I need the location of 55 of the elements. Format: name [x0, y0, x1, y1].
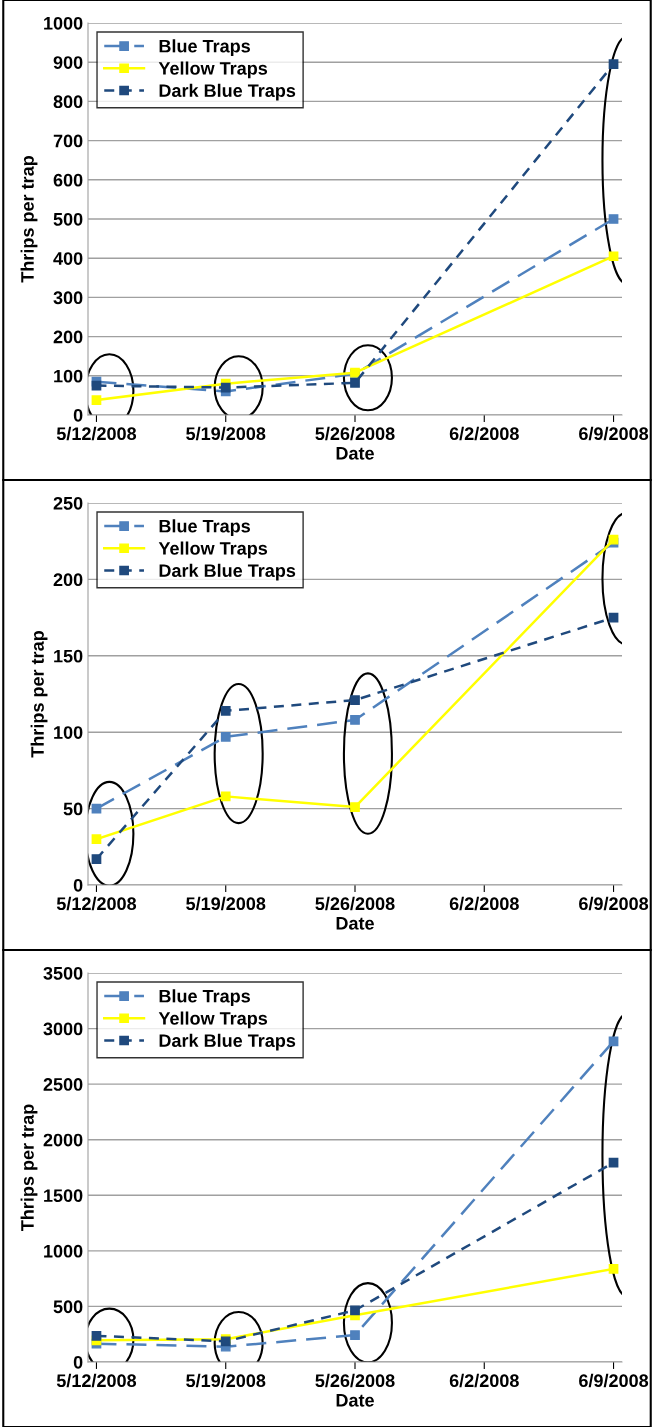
y-tick-label: 2000 — [43, 1133, 83, 1147]
x-tick-label: 5/26/2008 — [315, 896, 395, 911]
x-axis-title: Date — [336, 917, 374, 930]
y-axis-title: Thrips per trap — [20, 1104, 38, 1231]
y-tick-label: 0 — [73, 878, 83, 892]
x-tick-label: 5/19/2008 — [186, 426, 266, 441]
y-tick-label: 400 — [53, 252, 83, 265]
x-axis-title: Date — [336, 447, 374, 460]
legend-label: Dark Blue Traps — [159, 563, 296, 581]
y-tick-label: 50 — [63, 802, 83, 816]
x-tick-label: 5/26/2008 — [315, 1373, 395, 1388]
y-tick-label: 200 — [53, 573, 83, 587]
x-tick-label: 6/2/2008 — [449, 1373, 519, 1388]
y-tick-label: 300 — [53, 291, 83, 305]
legend-label: Yellow Traps — [158, 1011, 268, 1029]
y-tick-label: 100 — [54, 726, 83, 739]
y-tick-label: 500 — [53, 212, 83, 226]
y-axis-title: Thrips per trap — [30, 631, 48, 758]
x-tick-label: 5/12/2008 — [56, 426, 137, 441]
legend-label: Blue Traps — [159, 519, 250, 537]
legend-label: Dark Blue Traps — [159, 83, 296, 101]
y-tick-label: 0 — [73, 1355, 83, 1369]
y-tick-label: 150 — [54, 649, 83, 663]
y-tick-label: 900 — [53, 56, 83, 69]
y-tick-label: 1000 — [44, 1244, 83, 1258]
x-tick-label: 5/12/2008 — [56, 1373, 137, 1388]
y-tick-label: 200 — [53, 330, 83, 344]
x-axis-title: Date — [336, 1394, 374, 1407]
y-tick-label: 3500 — [43, 966, 83, 980]
legend-label: Yellow Traps — [158, 61, 268, 79]
legend-label: Blue Traps — [159, 989, 250, 1007]
y-tick-label: 500 — [53, 1300, 83, 1314]
y-tick-label: 250 — [53, 496, 83, 510]
x-tick-label: 5/19/2008 — [186, 1373, 266, 1388]
x-tick-label: 6/9/2008 — [579, 896, 649, 911]
x-tick-label: 6/2/2008 — [449, 426, 519, 441]
legend-label: Dark Blue Traps — [159, 1033, 296, 1051]
legend-label: Blue Traps — [159, 39, 250, 57]
y-tick-label: 100 — [54, 369, 83, 383]
x-tick-label: 6/9/2008 — [579, 1373, 649, 1388]
x-tick-label: 5/12/2008 — [56, 896, 137, 911]
y-tick-label: 1500 — [44, 1189, 83, 1203]
x-tick-label: 6/9/2008 — [579, 426, 649, 441]
y-axis-title: Thrips per trap — [20, 156, 38, 283]
y-tick-label: 0 — [73, 408, 83, 422]
y-tick-label: 700 — [53, 134, 83, 148]
y-tick-label: 3000 — [43, 1022, 83, 1036]
legend-label: Yellow Traps — [158, 541, 268, 559]
x-tick-label: 6/2/2008 — [449, 896, 519, 911]
y-tick-label: 1000 — [44, 16, 83, 30]
y-tick-label: 800 — [53, 95, 83, 109]
x-tick-label: 5/19/2008 — [186, 896, 266, 911]
y-tick-label: 600 — [53, 173, 83, 187]
x-tick-label: 5/26/2008 — [315, 426, 395, 441]
y-tick-label: 2500 — [43, 1078, 83, 1091]
